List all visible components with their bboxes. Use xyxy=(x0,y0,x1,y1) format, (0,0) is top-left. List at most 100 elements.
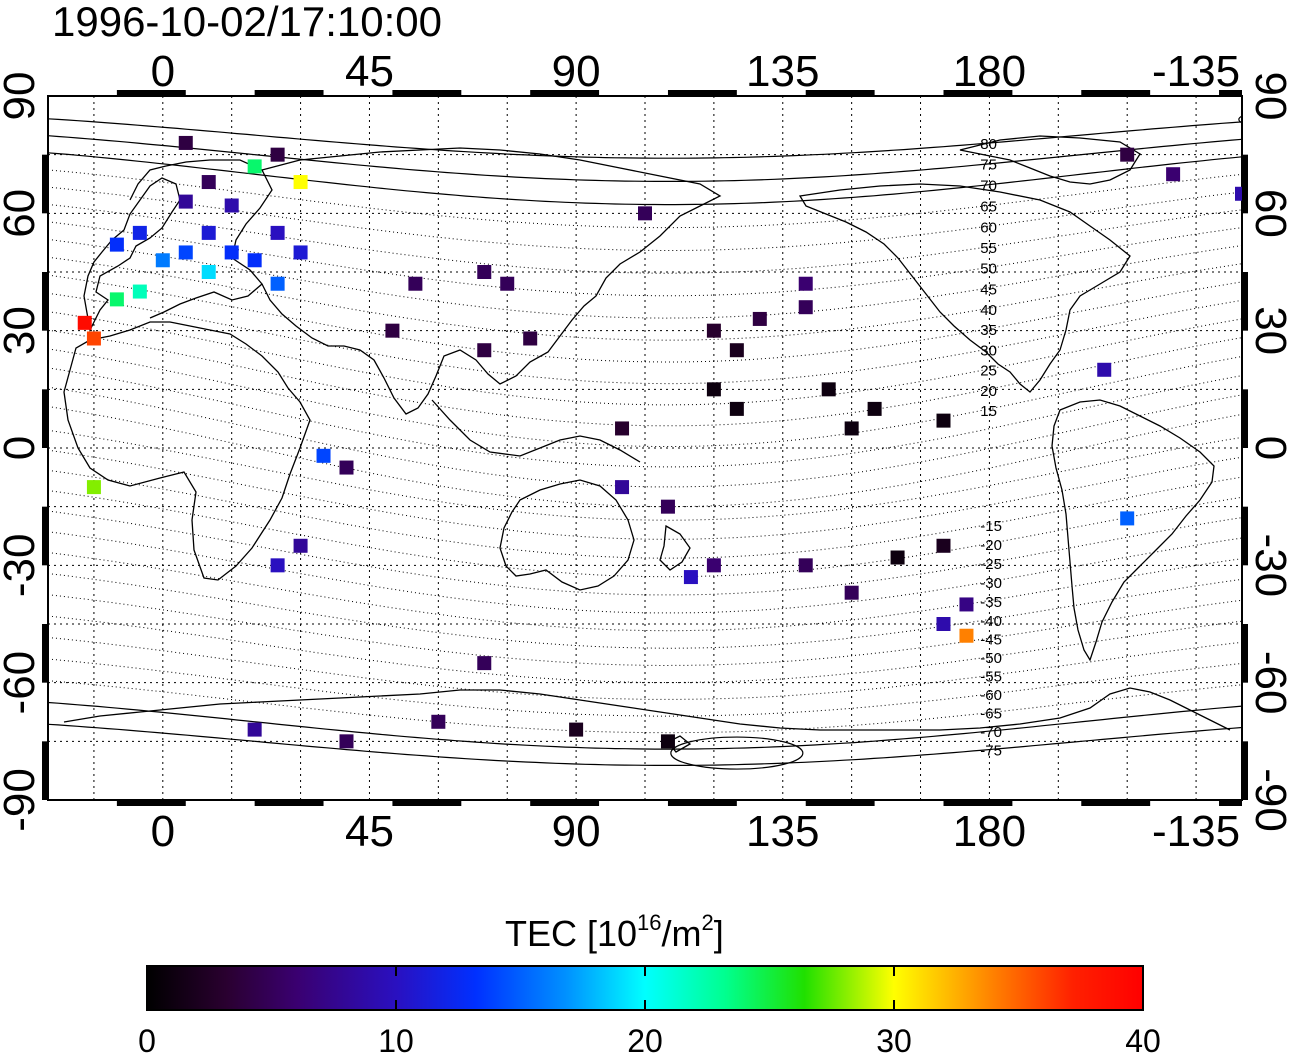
tec-cell xyxy=(1120,511,1135,526)
bottom-longitude-tick: 45 xyxy=(345,807,394,856)
contour-label: -55 xyxy=(980,669,1002,686)
tec-cell xyxy=(615,480,630,495)
magnetic-contour xyxy=(48,135,1242,182)
tec-cell xyxy=(86,331,101,346)
bottom-longitude-tick: 90 xyxy=(552,807,601,856)
frame-bar-bottom xyxy=(943,800,1013,806)
tec-cell xyxy=(270,225,285,240)
tec-cell xyxy=(798,276,813,291)
frame-bar-left xyxy=(42,624,48,683)
tec-cell xyxy=(385,323,400,338)
map-title: 1996-10-02/17:10:00 xyxy=(52,0,442,45)
tec-cell xyxy=(798,300,813,315)
tec-cell xyxy=(155,253,170,268)
top-longitude-tick: 0 xyxy=(151,47,175,96)
magnetic-contour xyxy=(48,367,1242,468)
frame-bar-top xyxy=(805,90,875,96)
tec-cell xyxy=(86,480,101,495)
contour-label: 75 xyxy=(980,157,997,174)
frame-bar-left xyxy=(42,741,48,800)
frame-bar-left xyxy=(42,154,48,214)
magnetic-contour xyxy=(48,510,1242,596)
tec-cell xyxy=(247,159,262,174)
frame-bar-top xyxy=(943,90,1013,96)
colorbar-label: TEC [1016/m2] xyxy=(505,910,724,954)
contour-label: 15 xyxy=(980,403,997,420)
contour-label: 55 xyxy=(980,240,997,257)
magnetic-contour xyxy=(48,615,1242,683)
tec-cell xyxy=(936,617,951,631)
frame-bar-top xyxy=(254,90,324,96)
tec-cell xyxy=(500,276,515,291)
contour-label: -70 xyxy=(980,724,1002,741)
magnetic-contour xyxy=(48,658,1242,717)
contour-label: 80 xyxy=(980,136,997,153)
magnetic-contour xyxy=(48,292,1242,385)
tec-cell xyxy=(132,225,147,240)
right-latitude-ticks: 90 60 30 0 -30 -60 -90 xyxy=(1246,72,1292,832)
tec-cell xyxy=(431,714,446,729)
contour-label: -65 xyxy=(980,706,1002,723)
contour-label: 30 xyxy=(980,342,997,359)
magnetic-contour xyxy=(48,680,1242,734)
tec-cell xyxy=(477,656,492,671)
contour-label: -35 xyxy=(980,594,1002,611)
contour-label: -15 xyxy=(980,518,1002,535)
tec-cell xyxy=(798,558,813,573)
tec-cell xyxy=(936,413,951,428)
tec-cell xyxy=(77,315,92,330)
colorbar-ticks: 0 10 20 30 40 xyxy=(138,966,1161,1057)
colorbar: TEC [1016/m2] 0 10 20 30 40 xyxy=(138,910,1161,1057)
frame-bar-bottom xyxy=(392,800,462,806)
frame-bar-right xyxy=(1242,741,1248,800)
left-latitude-tick: 60 xyxy=(0,189,44,238)
tec-cell xyxy=(201,175,216,190)
magnetic-contour xyxy=(48,449,1242,540)
colorbar-tick-label: 20 xyxy=(627,1023,663,1057)
tec-cell xyxy=(247,722,262,737)
frame-bar-top xyxy=(1219,90,1242,96)
magnetic-contour xyxy=(48,386,1242,488)
right-latitude-tick: 90 xyxy=(1246,72,1292,121)
left-latitude-tick: -90 xyxy=(0,768,44,832)
tec-data-cells xyxy=(77,135,1242,749)
tec-cell xyxy=(339,460,354,475)
map-plot-area: 80 75 70 65 60 55 50 45 40 35 30 25 20 15 -15 -20 -25 -30… xyxy=(42,90,1248,806)
left-latitude-tick: 0 xyxy=(0,436,44,460)
magnetic-contour xyxy=(48,118,1242,159)
map-frame-bars xyxy=(42,90,1248,806)
tec-cell xyxy=(569,722,584,737)
top-longitude-tick: 180 xyxy=(953,47,1026,96)
tec-cell xyxy=(270,276,285,291)
tec-cell xyxy=(109,292,124,307)
north-pole-contour xyxy=(1238,115,1242,124)
tec-cell xyxy=(201,265,216,279)
contour-label: 25 xyxy=(980,363,997,380)
tec-cell xyxy=(201,225,216,240)
tec-cell xyxy=(1166,167,1181,182)
tec-cell xyxy=(477,265,492,279)
tec-cell xyxy=(660,499,675,514)
contour-label: 70 xyxy=(980,178,997,195)
magnetic-contour xyxy=(48,469,1242,559)
colorbar-tick-label: 30 xyxy=(876,1023,912,1057)
tec-cell xyxy=(729,401,744,416)
tec-cell xyxy=(224,198,239,213)
bottom-longitude-tick: 135 xyxy=(746,807,819,856)
frame-bar-top xyxy=(392,90,462,96)
tec-cell xyxy=(293,538,308,553)
contour-label: 65 xyxy=(980,198,997,215)
frame-bar-bottom xyxy=(254,800,324,806)
contour-label: -25 xyxy=(980,556,1002,573)
frame-bar-right xyxy=(1242,154,1248,214)
tec-cell xyxy=(959,597,974,612)
contour-label: -75 xyxy=(980,742,1002,759)
magnetic-contour xyxy=(48,256,1242,341)
tec-cell xyxy=(270,147,285,162)
magnetic-contour xyxy=(48,406,1242,508)
magnetic-contour xyxy=(48,637,1242,700)
tec-cell xyxy=(178,135,193,150)
right-latitude-tick: 60 xyxy=(1246,189,1292,238)
